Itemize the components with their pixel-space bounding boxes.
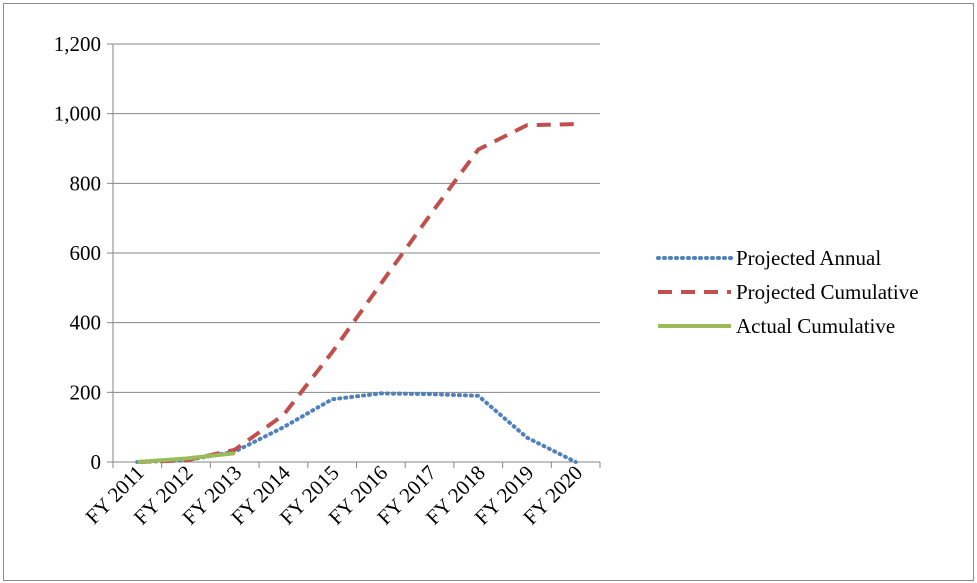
- y-tick-label: 1,000: [54, 102, 101, 126]
- legend-label: Projected Cumulative: [736, 280, 919, 304]
- y-tick-label: 0: [91, 450, 102, 474]
- legend: Projected Annual Projected Cumulative Actu…: [656, 246, 919, 338]
- y-tick-label: 200: [70, 380, 102, 404]
- axes: [107, 43, 601, 468]
- series-line-0: [135, 391, 578, 464]
- series-line-2: [137, 451, 236, 464]
- chart-frame: [3, 3, 974, 581]
- grid: [113, 43, 600, 393]
- legend-label: Actual Cumulative: [736, 314, 895, 338]
- y-tick-labels: 0 200 400 600 800 1,000 1,200: [54, 32, 101, 474]
- series-lines: [135, 122, 578, 464]
- legend-label: Projected Annual: [736, 246, 881, 270]
- series-line-1: [137, 122, 576, 464]
- y-tick-label: 600: [70, 241, 102, 265]
- y-tick-label: 1,200: [54, 32, 101, 56]
- y-tick-label: 400: [70, 311, 102, 335]
- y-tick-label: 800: [70, 171, 102, 195]
